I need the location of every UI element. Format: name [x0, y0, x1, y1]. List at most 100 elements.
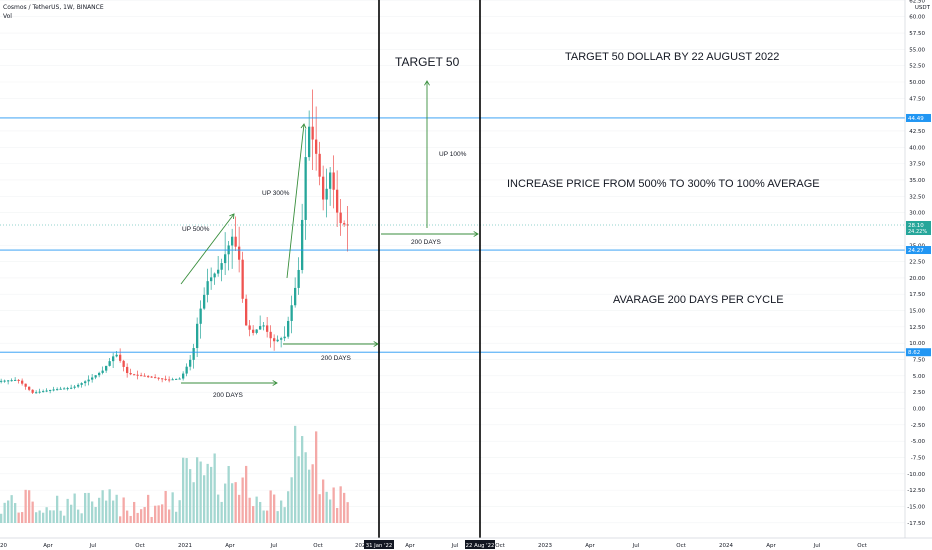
- price-tick-label: 5.00: [913, 374, 926, 380]
- volume-bar: [332, 487, 335, 523]
- volume-bar: [108, 489, 111, 523]
- days-arrow-3[interactable]: [381, 231, 479, 237]
- candle-body: [105, 365, 108, 371]
- volume-bar: [35, 512, 38, 523]
- time-tick-label: Apr: [585, 543, 595, 549]
- days-arrow-1[interactable]: [181, 380, 278, 386]
- candle-body: [329, 172, 332, 189]
- volume-bar: [59, 510, 62, 523]
- volume-bar: [346, 502, 349, 523]
- price-tick-label: 30.00: [909, 211, 925, 217]
- average-text: AVARAGE 200 DAYS PER CYCLE: [613, 294, 784, 306]
- candle-body: [115, 354, 118, 357]
- candle-body: [10, 380, 13, 382]
- candle-body: [24, 383, 27, 387]
- volume-bar: [147, 494, 150, 523]
- candle-body: [17, 379, 20, 381]
- volume-bar: [171, 492, 174, 523]
- price-tick-label: 37.50: [909, 162, 925, 168]
- grid: [0, 0, 905, 524]
- volume-bar: [17, 512, 20, 523]
- price-tick-label: -12.50: [907, 488, 925, 494]
- candle-body: [0, 380, 3, 382]
- candle-body: [42, 391, 45, 393]
- price-tick-label: -10.00: [907, 472, 925, 478]
- up-500-arrow[interactable]: [180, 213, 235, 285]
- price-tick-label: 60.00: [909, 15, 925, 21]
- volume-bar: [115, 494, 118, 523]
- up-100-arrow[interactable]: [424, 80, 430, 228]
- candle-body: [119, 354, 122, 361]
- volume-bar: [10, 495, 13, 523]
- time-tick-label: Jul: [632, 543, 640, 549]
- volume-bar: [21, 512, 24, 523]
- candle-body: [332, 172, 335, 190]
- time-tick-label: Oct: [495, 543, 505, 549]
- volume-bar: [112, 500, 115, 523]
- price-tick-label: -17.50: [907, 521, 925, 527]
- candle-body: [234, 236, 237, 247]
- volume-bar: [126, 510, 129, 523]
- candle-body: [304, 157, 307, 220]
- volume-bar: [297, 456, 300, 523]
- candle-body: [301, 219, 304, 270]
- candle-body: [136, 374, 139, 376]
- price-tick-label: -5.00: [911, 439, 926, 445]
- candle-body: [245, 298, 248, 326]
- candle-body: [171, 379, 174, 381]
- svg-text:28.10: 28.10: [908, 223, 924, 229]
- candle-body: [290, 305, 293, 321]
- volume-bar: [66, 498, 69, 523]
- volume-bar: [304, 452, 307, 523]
- candle-body: [280, 338, 283, 340]
- days-arrow-2[interactable]: [283, 341, 379, 347]
- volume-bar: [343, 492, 346, 523]
- time-tick-label: Jul: [89, 543, 97, 549]
- candle-body: [283, 336, 286, 339]
- volume-bar: [245, 465, 248, 523]
- candle-body: [241, 259, 244, 299]
- volume-bar: [84, 492, 87, 523]
- volume-bar: [210, 466, 213, 523]
- price-tick-label: -7.50: [911, 455, 926, 461]
- volume-bar: [136, 512, 139, 523]
- volume-bar: [80, 513, 83, 523]
- candle-body: [150, 376, 153, 378]
- volume-bar: [63, 515, 66, 523]
- candle-body: [73, 386, 76, 388]
- candle-body: [206, 281, 209, 295]
- time-tick-label: Apr: [766, 543, 776, 549]
- up-300-arrow[interactable]: [286, 123, 307, 279]
- candle-body: [80, 383, 83, 385]
- price-tick-label: 10.00: [909, 341, 925, 347]
- price-tick-label: 42.50: [909, 129, 925, 135]
- candle-body: [325, 188, 328, 200]
- candle-body: [224, 254, 227, 264]
- time-axis[interactable]: 2020AprJulOct2021AprJulOct2022AprJulOct2…: [0, 537, 932, 549]
- price-tick-label: 0.00: [913, 407, 926, 413]
- candle-body: [147, 376, 150, 378]
- candle-body: [21, 380, 24, 384]
- price-tick-label: -2.50: [911, 423, 926, 429]
- symbol-title: Cosmos / TetherUS, 1W, BINANCE: [3, 4, 104, 11]
- volume-bar: [28, 490, 31, 523]
- volume-bar: [129, 515, 132, 523]
- volume-bar: [241, 477, 244, 523]
- candle-body: [238, 246, 241, 260]
- up-300-label: UP 300%: [262, 190, 290, 197]
- candle-body: [35, 392, 38, 394]
- candle-body: [101, 370, 104, 373]
- candle-body: [154, 377, 157, 379]
- time-tick-label: Oct: [313, 543, 323, 549]
- volume-bar: [168, 509, 171, 523]
- volume-bar: [45, 507, 48, 523]
- candle-body: [266, 325, 269, 332]
- time-tick-label: Oct: [857, 543, 867, 549]
- svg-text:22 Aug '22: 22 Aug '22: [466, 543, 495, 549]
- price-tick-label: 17.50: [909, 292, 925, 298]
- candle-body: [185, 366, 188, 374]
- price-tick-label: 35.00: [909, 178, 925, 184]
- time-tick-label: Oct: [676, 543, 686, 549]
